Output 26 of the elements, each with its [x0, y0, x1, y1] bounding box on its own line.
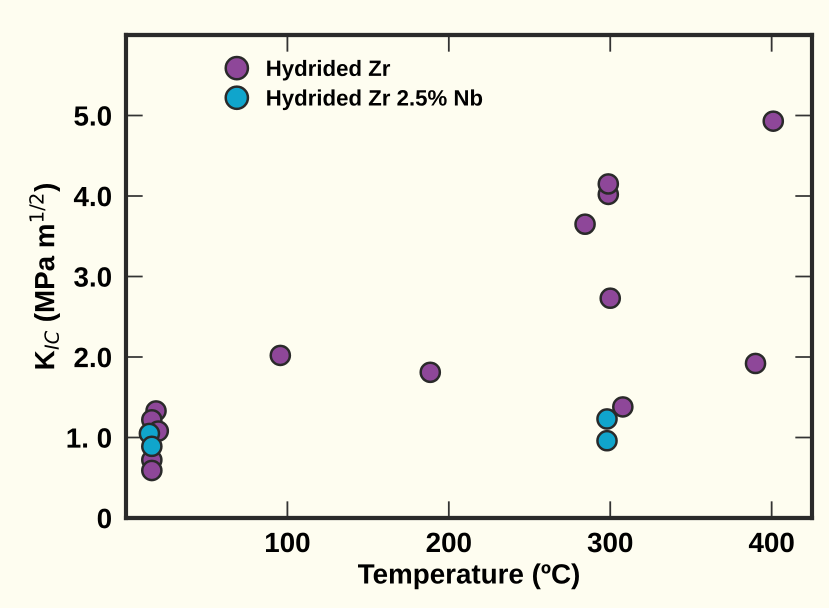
point — [744, 352, 766, 374]
y-tick-label: 0 — [98, 508, 111, 528]
point — [597, 173, 620, 195]
point — [419, 361, 442, 384]
x-tick-label: 200 — [426, 532, 471, 552]
x-tick-label: 400 — [748, 532, 794, 552]
x-tick-label: 300 — [588, 532, 632, 552]
y-axis-title: K$_{IC}$ (MPa m$^{1/2}$) — [29, 184, 60, 369]
x-tick-label: 100 — [266, 532, 310, 552]
point — [141, 460, 163, 482]
point — [612, 396, 634, 418]
point — [269, 344, 292, 366]
point — [762, 110, 784, 132]
point — [574, 213, 596, 235]
legend-label: Hydrided Zr — [267, 60, 390, 81]
point — [599, 287, 622, 310]
y-tick-label: 3.0 — [74, 267, 111, 287]
y-tick-label: 5.0 — [74, 106, 111, 126]
y-tick-label: 1. 0 — [68, 428, 111, 448]
legend-label: Hydrided Zr 2.5% Nb — [267, 89, 482, 110]
point — [596, 408, 618, 430]
point — [141, 436, 163, 458]
y-tick-label: 2.0 — [74, 348, 111, 368]
y-tick-label: 4.0 — [74, 186, 111, 206]
point — [596, 430, 618, 452]
x-axis-title: Temperature (ºC) — [358, 563, 579, 590]
